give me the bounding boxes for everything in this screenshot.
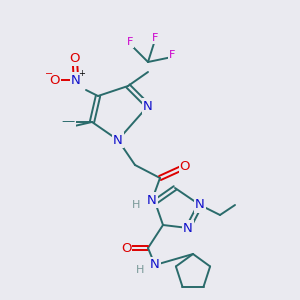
Text: −: − bbox=[45, 69, 53, 79]
Text: O: O bbox=[50, 74, 60, 86]
Text: O: O bbox=[70, 52, 80, 64]
Text: H: H bbox=[136, 265, 144, 275]
Text: F: F bbox=[152, 33, 158, 43]
Text: H: H bbox=[132, 200, 140, 210]
Text: F: F bbox=[169, 50, 175, 60]
Text: N: N bbox=[147, 194, 157, 206]
Text: N: N bbox=[113, 134, 123, 146]
Text: O: O bbox=[180, 160, 190, 172]
Text: N: N bbox=[143, 100, 153, 112]
Text: —: — bbox=[61, 116, 75, 128]
Text: N: N bbox=[183, 221, 193, 235]
Text: F: F bbox=[127, 37, 133, 47]
Text: N: N bbox=[71, 74, 81, 86]
Text: N: N bbox=[150, 259, 160, 272]
Text: N: N bbox=[195, 199, 205, 212]
Text: O: O bbox=[121, 242, 131, 254]
Text: +: + bbox=[79, 70, 86, 79]
